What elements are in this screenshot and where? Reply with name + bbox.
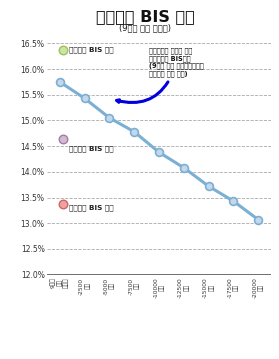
Point [157, 149, 161, 155]
Point [82, 95, 87, 101]
Point [231, 198, 236, 204]
Point [132, 129, 136, 135]
Point [61, 136, 65, 142]
Point [206, 183, 211, 189]
Point [182, 165, 186, 171]
Text: 신한은행 BIS 비율: 신한은행 BIS 비율 [69, 46, 113, 53]
Text: 우리은행 BIS 비율: 우리은행 BIS 비율 [69, 145, 113, 152]
Point [256, 217, 261, 223]
Text: 시중은행 BIS 비율: 시중은행 BIS 비율 [96, 9, 194, 24]
Point [107, 115, 112, 121]
Point [61, 47, 65, 52]
Point [61, 201, 65, 206]
Point [57, 79, 62, 85]
Text: 이익잉여금 변동에 따른
하나은행의 BIS비율
(9월말 현재 위험가중자산과
자기자본 유지 가정): 이익잉여금 변동에 따른 하나은행의 BIS비율 (9월말 현재 위험가중자산과… [117, 47, 204, 103]
Text: (9월말 현재 잠정치): (9월말 현재 잠정치) [119, 23, 171, 32]
Text: 국민은행 BIS 비율: 국민은행 BIS 비율 [69, 205, 113, 211]
